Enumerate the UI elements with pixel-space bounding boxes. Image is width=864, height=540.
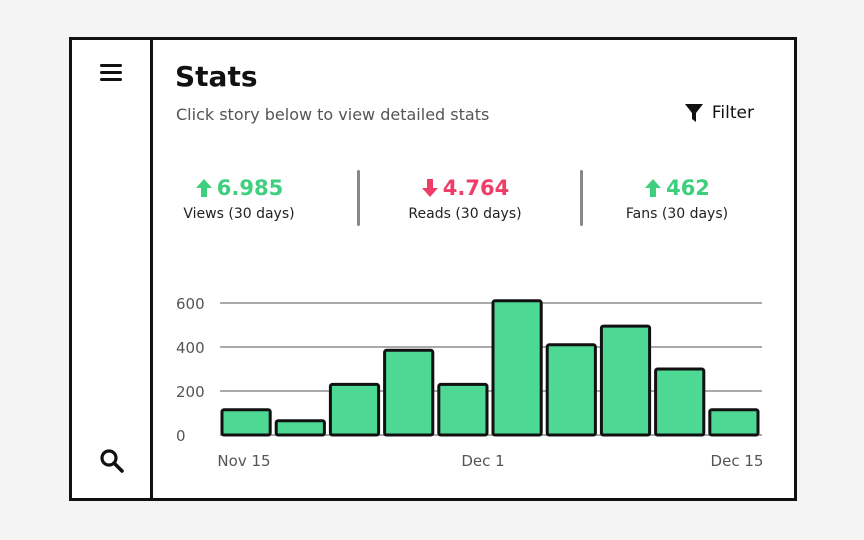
arrow-down-icon <box>421 179 438 197</box>
arrow-up-icon <box>195 179 212 197</box>
search-icon[interactable] <box>99 448 125 474</box>
x-tick-label: Nov 15 <box>217 452 270 470</box>
page-title: Stats <box>175 60 258 93</box>
stat-reads-label: Reads (30 days) <box>408 206 522 222</box>
stat-divider <box>357 170 360 226</box>
page-subtitle: Click story below to view detailed stats <box>176 105 490 124</box>
views-bar-chart: 0 200 400 600 Nov 15 Dec 1 Dec 15 <box>176 295 764 470</box>
chart-bar[interactable] <box>383 348 435 437</box>
stat-fans-value: 462 <box>666 176 710 200</box>
stat-views-label: Views (30 days) <box>183 206 295 222</box>
chart-bar[interactable] <box>491 299 543 437</box>
chart-bar[interactable] <box>220 408 272 437</box>
stat-fans-label: Fans (30 days) <box>625 206 729 222</box>
chart-bar[interactable] <box>545 343 597 437</box>
arrow-up-icon <box>645 179 662 197</box>
y-tick-label: 200 <box>176 383 205 401</box>
stat-divider <box>580 170 583 226</box>
chart-bar[interactable] <box>437 382 489 437</box>
chart-bar[interactable] <box>274 419 326 437</box>
chart-bar[interactable] <box>708 408 760 437</box>
stat-reads-value-row: 4.764 <box>375 176 555 200</box>
y-tick-label: 600 <box>176 295 205 313</box>
stat-views[interactable]: 6.985 Views (30 days) <box>149 176 329 222</box>
sidebar <box>72 40 153 498</box>
y-tick-label: 400 <box>176 339 205 357</box>
stat-fans-value-row: 462 <box>587 176 767 200</box>
x-tick-label: Dec 15 <box>711 452 764 470</box>
chart-bar[interactable] <box>654 367 706 437</box>
x-tick-label: Dec 1 <box>461 452 504 470</box>
funnel-icon <box>684 104 703 122</box>
stat-views-value-row: 6.985 <box>149 176 329 200</box>
stat-views-value: 6.985 <box>216 176 284 200</box>
filter-label: Filter <box>711 103 754 123</box>
chart-bar[interactable] <box>599 324 652 437</box>
hamburger-icon[interactable] <box>100 64 122 82</box>
stat-reads[interactable]: 4.764 Reads (30 days) <box>375 176 555 222</box>
y-tick-label: 0 <box>176 427 186 445</box>
stat-fans[interactable]: 462 Fans (30 days) <box>587 176 767 222</box>
stat-reads-value: 4.764 <box>442 176 510 200</box>
stats-window: Stats Click story below to view detailed… <box>69 37 797 501</box>
filter-button[interactable]: Filter <box>684 103 754 123</box>
chart-bar[interactable] <box>328 382 381 437</box>
